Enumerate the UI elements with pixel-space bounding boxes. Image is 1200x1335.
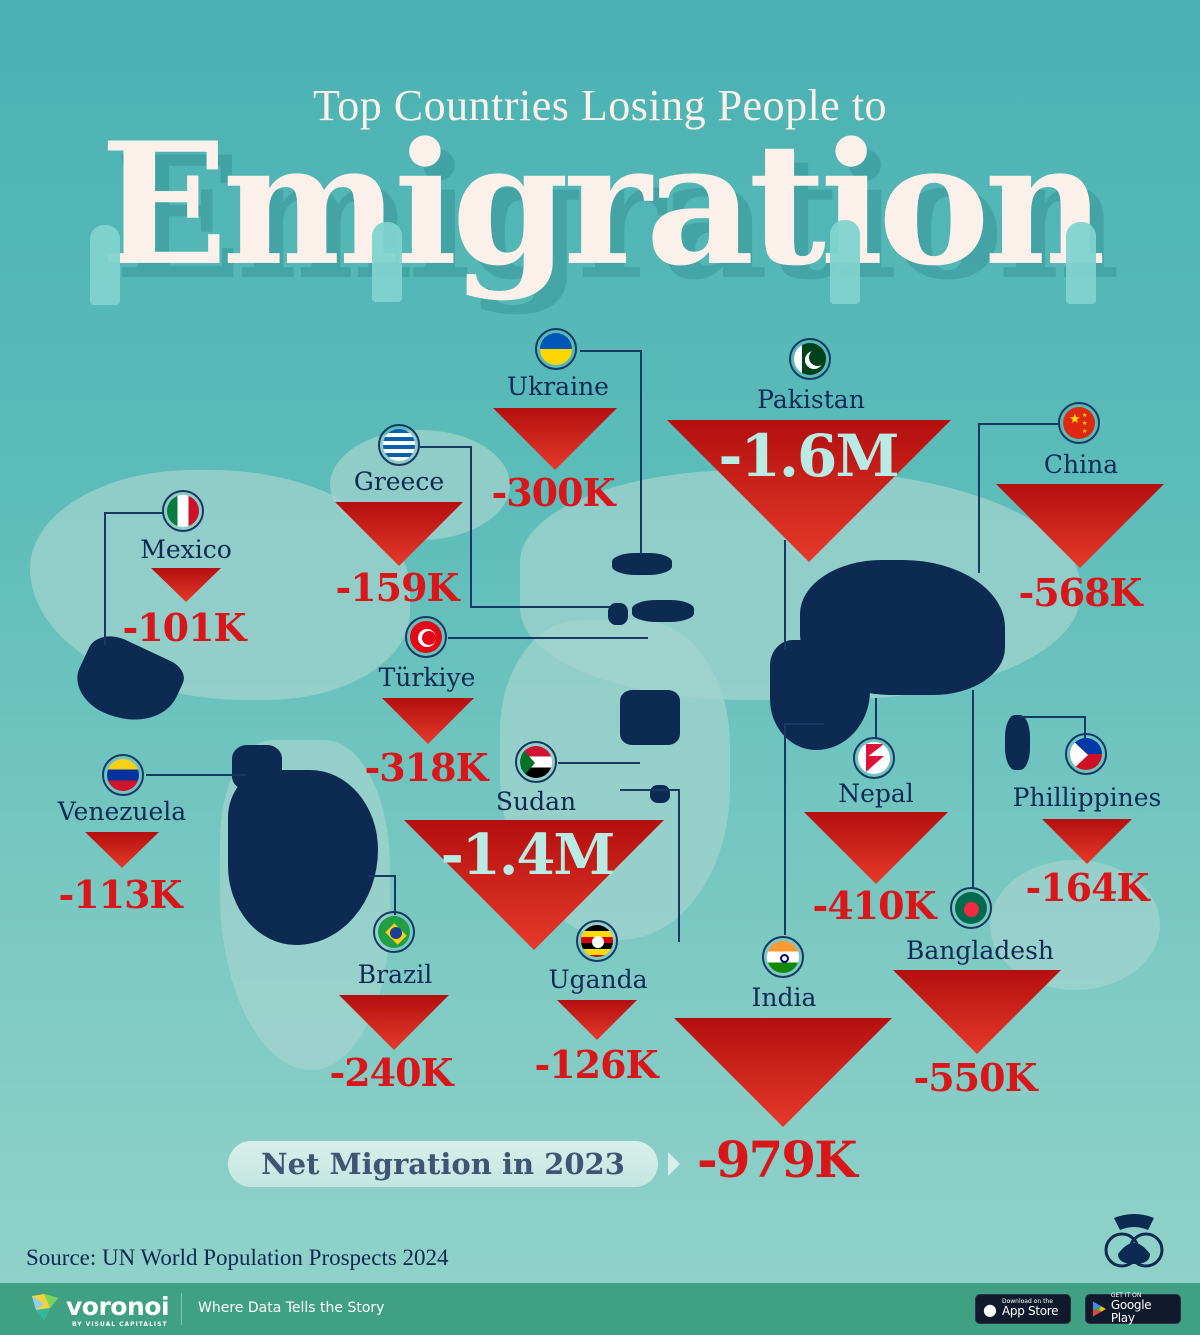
connector-mexico bbox=[104, 512, 164, 645]
flag-pakistan-icon bbox=[789, 338, 831, 380]
source-note: Source: UN World Population Prospects 20… bbox=[26, 1245, 449, 1270]
country-shape-pakistan-india bbox=[770, 640, 870, 750]
connector-brazil bbox=[368, 875, 396, 915]
flag-china-icon: ★ ★ ★ ★ bbox=[1058, 402, 1100, 444]
footer-divider bbox=[181, 1293, 182, 1325]
flag-india-icon bbox=[762, 936, 804, 978]
flag-venezuela-icon bbox=[102, 754, 144, 796]
legend-arrow-icon bbox=[668, 1152, 680, 1176]
flag-bangladesh-icon bbox=[950, 887, 992, 929]
net-migration-value: -568K bbox=[1018, 570, 1142, 615]
net-migration-value: -1.6M bbox=[718, 422, 899, 490]
traveler-silhouette-icon bbox=[1066, 222, 1096, 304]
country-label: India bbox=[751, 983, 817, 1012]
flag-turkiye-icon bbox=[405, 616, 447, 658]
flag-brazil-icon bbox=[373, 911, 415, 953]
connector-china bbox=[978, 423, 1060, 573]
net-migration-value: -113K bbox=[58, 872, 182, 917]
country-label: Uganda bbox=[548, 965, 648, 994]
net-migration-value: -1.4M bbox=[440, 822, 616, 888]
net-migration-value: -101K bbox=[122, 605, 246, 650]
connector-pakistan bbox=[784, 540, 786, 650]
tagline: Where Data Tells the Story bbox=[198, 1300, 385, 1316]
connector-philippines bbox=[1020, 716, 1086, 738]
connector-sudan bbox=[558, 762, 640, 764]
connector-greece bbox=[420, 446, 472, 608]
flag-ukraine-icon bbox=[535, 328, 577, 370]
flag-greece-icon bbox=[378, 424, 420, 466]
google-play-icon bbox=[1093, 1301, 1106, 1317]
country-label: Türkiye bbox=[378, 663, 476, 692]
country-label: Phillippines bbox=[1012, 783, 1162, 812]
flag-nepal-icon bbox=[853, 737, 895, 779]
google-play-button[interactable]: GET IT ON Google Play bbox=[1085, 1292, 1181, 1325]
country-shape-turkiye bbox=[632, 600, 694, 622]
country-label: Pakistan bbox=[757, 385, 865, 414]
binoculars-logo-icon bbox=[1104, 1208, 1164, 1270]
country-label: Greece bbox=[353, 467, 445, 496]
flag-uganda-icon bbox=[576, 920, 618, 962]
land-australia bbox=[990, 860, 1160, 990]
connector-india bbox=[784, 723, 824, 935]
legend-label: Net Migration in 2023 bbox=[261, 1147, 625, 1181]
flag-philippines-icon bbox=[1065, 733, 1107, 775]
country-label: Brazil bbox=[357, 960, 433, 989]
chart-subtitle: Top Countries Losing People to bbox=[312, 81, 888, 130]
flag-mexico-icon bbox=[162, 490, 204, 532]
country-label: Venezuela bbox=[57, 797, 187, 826]
country-label: China bbox=[1043, 450, 1119, 479]
net-migration-value: -550K bbox=[913, 1055, 1037, 1100]
connector-nepal bbox=[875, 698, 877, 738]
brand-name: voronoi bbox=[66, 1292, 170, 1321]
net-migration-value: -318K bbox=[364, 745, 488, 790]
app-store-button[interactable]: ● Download on the App Store bbox=[975, 1294, 1071, 1324]
country-shape-philippines bbox=[1005, 715, 1030, 770]
net-migration-value: -300K bbox=[491, 470, 615, 515]
connector-turkiye bbox=[448, 637, 648, 639]
footer-bar: voronoi BY VISUAL CAPITALIST Where Data … bbox=[0, 1283, 1200, 1335]
connector-ukraine bbox=[580, 350, 642, 555]
country-label: Mexico bbox=[140, 535, 232, 564]
net-migration-value: -126K bbox=[534, 1042, 658, 1087]
voronoi-logo[interactable]: voronoi BY VISUAL CAPITALIST bbox=[30, 1292, 170, 1328]
net-migration-value: -240K bbox=[329, 1050, 453, 1095]
connector-uganda bbox=[620, 789, 680, 942]
country-shape-brazil bbox=[228, 770, 378, 945]
voronoi-logo-icon bbox=[32, 1294, 58, 1320]
legend-value-india: -979K bbox=[697, 1130, 858, 1189]
brand-subtitle: BY VISUAL CAPITALIST bbox=[72, 1321, 168, 1328]
traveler-silhouette-icon bbox=[830, 220, 860, 304]
connector-greece-b bbox=[470, 606, 610, 608]
country-shape-greece bbox=[608, 603, 628, 625]
net-migration-value: -410K bbox=[812, 883, 936, 928]
connector-venezuela bbox=[146, 774, 246, 776]
apple-icon: ● bbox=[983, 1299, 997, 1319]
legend-label-pill: Net Migration in 2023 bbox=[228, 1141, 658, 1187]
country-label: Nepal bbox=[838, 779, 914, 808]
country-label: Ukraine bbox=[507, 372, 609, 401]
flag-sudan-icon bbox=[515, 741, 557, 783]
country-label: Sudan bbox=[495, 787, 577, 816]
net-migration-value: -159K bbox=[335, 565, 459, 610]
traveler-silhouette-icon bbox=[90, 225, 120, 305]
traveler-silhouette-icon bbox=[372, 222, 402, 302]
country-label: Bangladesh bbox=[905, 936, 1055, 965]
country-shape-ukraine bbox=[612, 553, 672, 575]
connector-bangladesh bbox=[972, 690, 974, 888]
chart-title: Emigration bbox=[99, 105, 1106, 303]
net-migration-value: -164K bbox=[1025, 865, 1149, 910]
country-shape-sudan bbox=[620, 690, 680, 745]
